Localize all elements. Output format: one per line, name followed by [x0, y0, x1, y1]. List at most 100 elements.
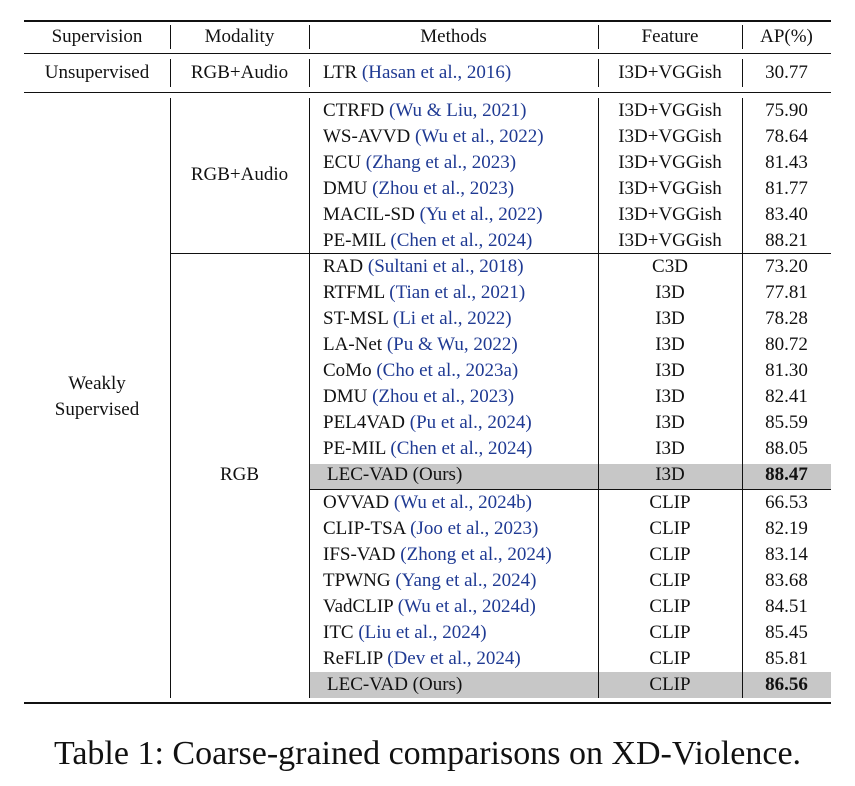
- table-row-ap: 73.20: [765, 256, 808, 277]
- table-row-ap: 83.40: [765, 204, 808, 225]
- body-sep-3: [598, 98, 599, 698]
- method-name: WS-AVVD: [323, 126, 411, 147]
- method-name: ReFLIP: [323, 648, 383, 669]
- citation[interactable]: (Sultani et al., 2018): [367, 256, 524, 277]
- table-row-feature: CLIP: [649, 570, 691, 591]
- body-sep-4: [742, 98, 743, 698]
- method-name: MACIL-SD: [323, 204, 415, 225]
- table-row-feature: I3D: [655, 334, 685, 355]
- table-row-feature: I3D: [655, 412, 685, 433]
- table-row-method: PE-MIL (Chen et al., 2024): [323, 436, 532, 462]
- ours-sep-a: [598, 464, 599, 489]
- table-caption: Table 1: Coarse-grained comparisons on X…: [53, 735, 802, 772]
- unsup-feature: I3D+VGGish: [618, 62, 722, 83]
- header-sep-1: [170, 25, 171, 49]
- body-sep-2: [309, 98, 310, 698]
- table-row-method: ST-MSL (Li et al., 2022): [323, 306, 512, 332]
- table-row-ap: 88.05: [765, 438, 808, 459]
- table-row-ap: 83.14: [765, 544, 808, 565]
- citation[interactable]: (Joo et al., 2023): [410, 518, 539, 539]
- table-row-ap: 86.56: [765, 674, 808, 695]
- method-name: DMU: [323, 386, 368, 407]
- table-row-feature: I3D+VGGish: [618, 100, 722, 121]
- citation[interactable]: (Zhou et al., 2023): [372, 386, 515, 407]
- table-row-method: LA-Net (Pu & Wu, 2022): [323, 332, 518, 358]
- table-row-ap: 85.81: [765, 648, 808, 669]
- table-row-ap: 88.47: [765, 464, 808, 485]
- citation[interactable]: (Pu & Wu, 2022): [386, 334, 518, 355]
- table-row-ap: 75.90: [765, 100, 808, 121]
- unsup-sep-1: [170, 59, 171, 87]
- table-row-method: CTRFD (Wu & Liu, 2021): [323, 98, 527, 124]
- citation[interactable]: (Hasan et al., 2016): [361, 62, 512, 83]
- table-row-ap: 83.68: [765, 570, 808, 591]
- citation[interactable]: (Dev et al., 2024): [387, 648, 521, 669]
- table-row-method: WS-AVVD (Wu et al., 2022): [323, 124, 544, 150]
- table-row-method: RAD (Sultani et al., 2018): [323, 254, 524, 280]
- citation[interactable]: (Zhong et al., 2024): [400, 544, 552, 565]
- table-row-feature: I3D: [655, 308, 685, 329]
- citation[interactable]: (Zhang et al., 2023): [365, 152, 517, 173]
- table-row-feature: I3D: [655, 386, 685, 407]
- header-modality: Modality: [204, 26, 275, 47]
- citation[interactable]: (Wu et al., 2024b): [393, 492, 532, 513]
- table-row-feature: I3D+VGGish: [618, 152, 722, 173]
- method-name: CLIP-TSA: [323, 518, 406, 539]
- bottom-rule: [24, 702, 831, 704]
- top-rule: [24, 20, 831, 22]
- method-name: LEC-VAD (Ours): [327, 464, 463, 485]
- citation[interactable]: (Liu et al., 2024): [358, 622, 487, 643]
- table-row-feature: I3D: [655, 464, 685, 485]
- table-row-feature: CLIP: [649, 518, 691, 539]
- table-row-feature: CLIP: [649, 674, 691, 695]
- method-name: DMU: [323, 178, 368, 199]
- table-row-ap: 82.19: [765, 518, 808, 539]
- table-row-ap: 66.53: [765, 492, 808, 513]
- citation[interactable]: (Chen et al., 2024): [390, 438, 533, 459]
- citation[interactable]: (Yu et al., 2022): [419, 204, 543, 225]
- table-row-ap: 77.81: [765, 282, 808, 303]
- modality-rgb: RGB: [219, 464, 260, 485]
- table-row-feature: I3D+VGGish: [618, 126, 722, 147]
- table-row-method: IFS-VAD (Zhong et al., 2024): [323, 542, 552, 568]
- citation[interactable]: (Pu et al., 2024): [409, 412, 532, 433]
- method-name: CTRFD: [323, 100, 385, 121]
- citation[interactable]: (Tian et al., 2021): [389, 282, 526, 303]
- method-name: RTFML: [323, 282, 385, 303]
- table-row-feature: CLIP: [649, 544, 691, 565]
- unsup-ap: 30.77: [765, 62, 808, 83]
- table-row-feature: I3D: [655, 360, 685, 381]
- citation[interactable]: (Chen et al., 2024): [390, 230, 533, 251]
- table-row-method: PE-MIL (Chen et al., 2024): [323, 228, 532, 254]
- table-row-feature: CLIP: [649, 622, 691, 643]
- unsupervised-rule: [24, 92, 831, 93]
- table-row-method: TPWNG (Yang et al., 2024): [323, 568, 536, 594]
- feature-split-rule: [309, 489, 831, 490]
- table-row-ap: 81.77: [765, 178, 808, 199]
- header-sep-3: [598, 25, 599, 49]
- table-row-feature: I3D+VGGish: [618, 178, 722, 199]
- ours-sep-b: [742, 464, 743, 489]
- citation[interactable]: (Zhou et al., 2023): [372, 178, 515, 199]
- citation[interactable]: (Li et al., 2022): [392, 308, 512, 329]
- header-sep-4: [742, 25, 743, 49]
- method-name: LTR: [323, 62, 358, 83]
- citation[interactable]: (Yang et al., 2024): [395, 570, 537, 591]
- table-row-method: DMU (Zhou et al., 2023): [323, 176, 514, 202]
- citation[interactable]: (Wu & Liu, 2021): [389, 100, 527, 121]
- table-row-ap: 80.72: [765, 334, 808, 355]
- table-row-ap: 78.28: [765, 308, 808, 329]
- citation[interactable]: (Wu et al., 2024d): [397, 596, 536, 617]
- table-row-ap: 85.59: [765, 412, 808, 433]
- unsup-sep-3: [598, 59, 599, 87]
- modality-rgb-audio: RGB+Audio: [190, 164, 289, 185]
- citation[interactable]: (Wu et al., 2022): [415, 126, 544, 147]
- table-row-method: DMU (Zhou et al., 2023): [323, 384, 514, 410]
- method-name: PEL4VAD: [323, 412, 405, 433]
- citation[interactable]: (Cho et al., 2023a): [376, 360, 519, 381]
- table-row-ap: 82.41: [765, 386, 808, 407]
- method-name: ECU: [323, 152, 361, 173]
- header-ap: AP(%): [760, 26, 813, 47]
- table-row-method: CoMo (Cho et al., 2023a): [323, 358, 518, 384]
- table-row-ap: 88.21: [765, 230, 808, 251]
